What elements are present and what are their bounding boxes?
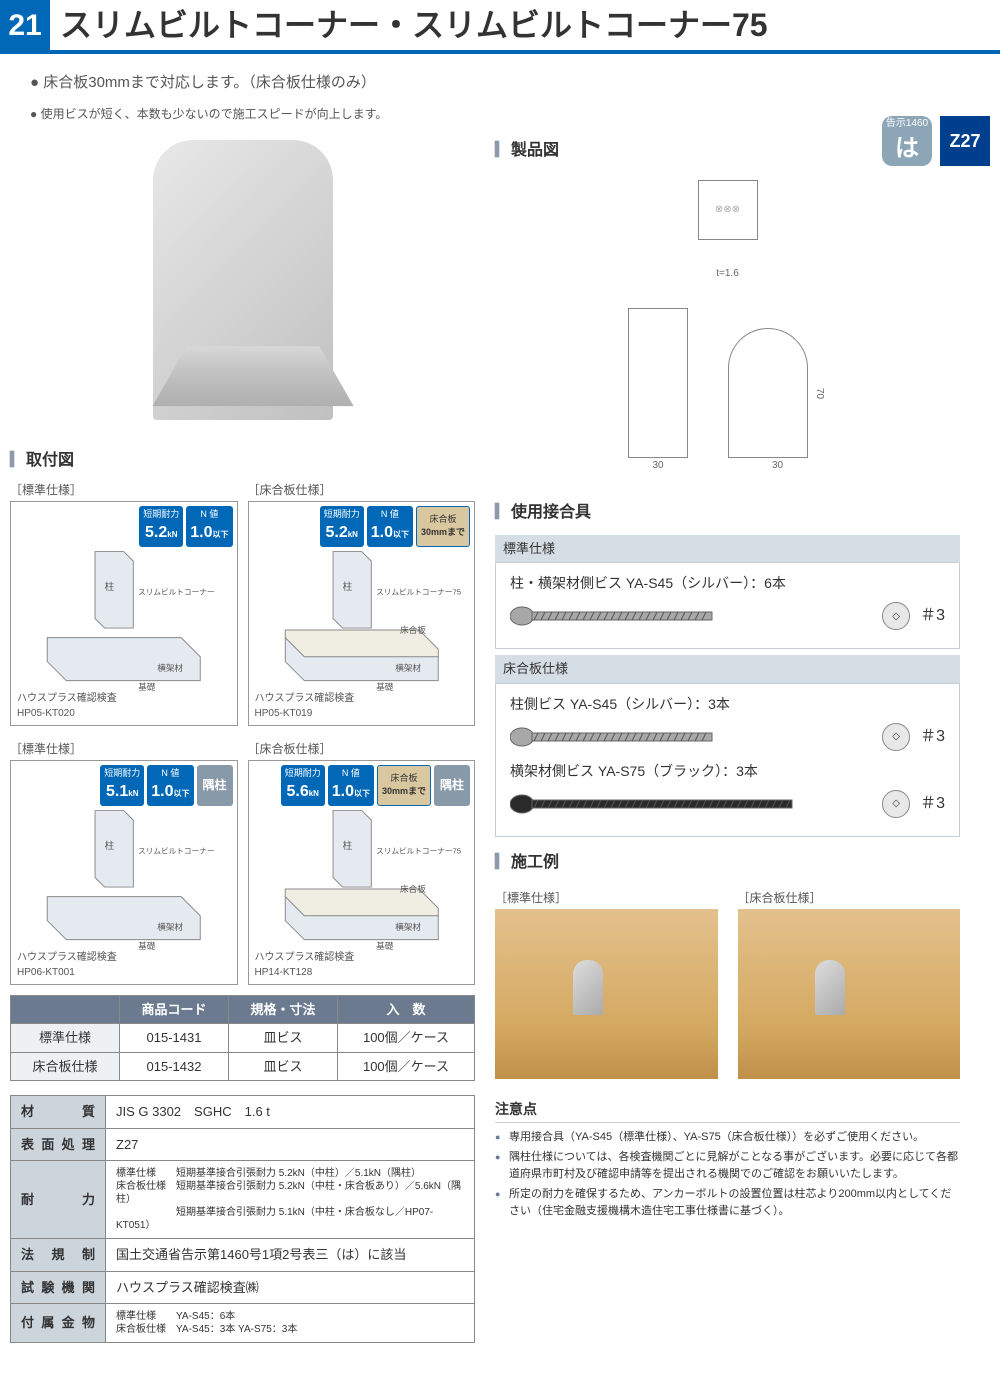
svg-text:柱: 柱 bbox=[105, 580, 115, 592]
spec-row: 付属金物標準仕様 YA-S45：6本床合板仕様 YA-S45：3本 YA-S75… bbox=[11, 1304, 475, 1343]
product-photo bbox=[10, 125, 475, 435]
mounting-drawing: 短期耐力5.1kNN 値1.0以下隅柱柱スリムビルトコーナー横架材基礎ハウスプラ… bbox=[10, 760, 238, 985]
feature-1: ● 床合板30mmまで対応します。（床合板仕様のみ） bbox=[10, 64, 990, 97]
notes-list: 専用接合具（YA-S45（標準仕様）、YA-S75（床合板仕様））を必ずご使用く… bbox=[495, 1123, 960, 1220]
example-std-label: ［標準仕様］ bbox=[495, 889, 718, 907]
note-item: 所定の耐力を確保するため、アンカーボルトの設置位置は柱芯より200mm以内として… bbox=[495, 1186, 960, 1219]
mounting-drawing: 短期耐力5.2kNN 値1.0以下床合板30mmまで柱スリムビルトコーナー75床… bbox=[248, 501, 476, 726]
note-item: 専用接合具（YA-S45（標準仕様）、YA-S75（床合板仕様））を必ずご使用く… bbox=[495, 1129, 960, 1146]
header: 21 スリムビルトコーナー・スリムビルトコーナー75 bbox=[0, 0, 1000, 54]
svg-text:横架材: 横架材 bbox=[395, 921, 421, 932]
drawing-label: ［標準仕様］ bbox=[10, 740, 238, 758]
screw-std-drive: ＃3 bbox=[920, 604, 945, 628]
svg-text:床合板: 床合板 bbox=[400, 882, 426, 893]
svg-text:基礎: 基礎 bbox=[376, 681, 394, 692]
fastener-floor-box: 柱側ビス YA-S45（シルバー）：3本 ◇ ＃3 横架材側ビス YA-S75（… bbox=[495, 683, 960, 837]
spec-row: 耐 力標準仕様 短期基準接合引張耐力 5.2kN（中柱）／5.1kN（隅柱）床合… bbox=[11, 1161, 475, 1239]
dim-t: t=1.6 bbox=[716, 266, 739, 281]
svg-text:横架材: 横架材 bbox=[157, 662, 183, 673]
table-row: 床合板仕様015-1432皿ビス100個／ケース bbox=[11, 1052, 475, 1081]
svg-text:スリムビルトコーナー75: スリムビルトコーナー75 bbox=[376, 587, 461, 596]
drawing-label: ［標準仕様］ bbox=[10, 481, 238, 499]
svg-text:横架材: 横架材 bbox=[395, 662, 421, 673]
page-title: スリムビルトコーナー・スリムビルトコーナー75 bbox=[50, 1, 1000, 49]
svg-text:スリムビルトコーナー: スリムビルトコーナー bbox=[138, 587, 214, 596]
feature-2: ● 使用ビスが短く、本数も少ないので施工スピードが向上します。 bbox=[10, 97, 990, 125]
badge-notice: 告示1460 は bbox=[882, 116, 932, 166]
table-header: 商品コード bbox=[120, 995, 229, 1024]
fastener-floor-head: 床合板仕様 bbox=[495, 655, 960, 683]
screw-std-pre: 柱・横架材側ビス bbox=[510, 575, 626, 591]
section-example: 施工例 bbox=[495, 847, 960, 879]
table-row: 標準仕様015-1431皿ビス100個／ケース bbox=[11, 1024, 475, 1053]
table-header: 規格・寸法 bbox=[229, 995, 338, 1024]
badge-notice-top: 告示1460 bbox=[886, 116, 928, 131]
screw-std-drive-icon: ◇ bbox=[882, 602, 910, 630]
screw-f1-drive: ＃3 bbox=[920, 725, 945, 749]
svg-text:スリムビルトコーナー75: スリムビルトコーナー75 bbox=[376, 846, 461, 855]
mounting-drawing: 短期耐力5.2kNN 値1.0以下柱スリムビルトコーナー横架材基礎ハウスプラス確… bbox=[10, 501, 238, 726]
note-item: 隅柱仕様については、各検査機関ごとに見解がことなる事がございます。必要に応じて各… bbox=[495, 1149, 960, 1182]
badge-z27: Z27 bbox=[940, 116, 990, 166]
screw-f1-name: YA-S45（シルバー）：3本 bbox=[570, 696, 730, 712]
spec-row: 法 規 制国土交通省告示第1460号1項2号表三（は）に該当 bbox=[11, 1239, 475, 1272]
spec-table: 材 質JIS G 3302 SGHC 1.6 t表面処理Z27耐 力標準仕様 短… bbox=[10, 1095, 475, 1343]
svg-text:基礎: 基礎 bbox=[376, 940, 394, 951]
table-header bbox=[11, 995, 120, 1024]
screw-f2-drive-icon: ◇ bbox=[882, 790, 910, 818]
dim-w2: 30 bbox=[728, 458, 827, 473]
screw-f2-art bbox=[510, 792, 872, 816]
badges: 告示1460 は Z27 bbox=[882, 116, 990, 166]
fastener-std-head: 標準仕様 bbox=[495, 535, 960, 563]
example-floor-label: ［床合板仕様］ bbox=[738, 889, 961, 907]
screw-f1-art bbox=[510, 725, 872, 749]
mounting-drawing: 短期耐力5.6kNN 値1.0以下床合板30mmまで隅柱柱スリムビルトコーナー7… bbox=[248, 760, 476, 985]
section-mount: 取付図 bbox=[10, 445, 475, 477]
drawing-label: ［床合板仕様］ bbox=[248, 740, 476, 758]
page-number: 21 bbox=[0, 0, 50, 50]
svg-text:横架材: 横架材 bbox=[157, 921, 183, 932]
fastener-std-box: 柱・横架材側ビス YA-S45（シルバー）：6本 ◇ ＃3 bbox=[495, 562, 960, 649]
screw-std-name: YA-S45（シルバー）：6本 bbox=[626, 575, 786, 591]
spec-row: 表面処理Z27 bbox=[11, 1128, 475, 1161]
example-floor-img bbox=[738, 909, 961, 1079]
drawing-label: ［床合板仕様］ bbox=[248, 481, 476, 499]
spec-row: 材 質JIS G 3302 SGHC 1.6 t bbox=[11, 1096, 475, 1129]
svg-text:基礎: 基礎 bbox=[138, 681, 156, 692]
technical-drawing: ⊗⊗⊗ t=1.6 30 70 30 bbox=[495, 167, 960, 487]
screw-f1-pre: 柱側ビス bbox=[510, 696, 570, 712]
dim-h: 70 bbox=[812, 388, 827, 399]
screw-f2-pre: 横架材側ビス bbox=[510, 763, 598, 779]
svg-text:基礎: 基礎 bbox=[138, 940, 156, 951]
svg-text:スリムビルトコーナー: スリムビルトコーナー bbox=[138, 846, 214, 855]
example-std-img bbox=[495, 909, 718, 1079]
svg-text:床合板: 床合板 bbox=[400, 623, 426, 634]
table-header: 入 数 bbox=[338, 995, 475, 1024]
badge-notice-ha: は bbox=[895, 131, 919, 167]
screw-f1-drive-icon: ◇ bbox=[882, 723, 910, 751]
spec-row: 試験機関ハウスプラス確認検査㈱ bbox=[11, 1271, 475, 1304]
svg-text:柱: 柱 bbox=[105, 839, 115, 851]
svg-text:柱: 柱 bbox=[342, 839, 352, 851]
section-fastener: 使用接合具 bbox=[495, 497, 960, 529]
dim-w1: 30 bbox=[628, 458, 688, 473]
screw-f2-name: YA-S75（ブラック）：3本 bbox=[598, 763, 758, 779]
notes-head: 注意点 bbox=[495, 1099, 960, 1123]
screw-f2-drive: ＃3 bbox=[920, 792, 945, 816]
svg-text:柱: 柱 bbox=[342, 580, 352, 592]
screw-std-art bbox=[510, 604, 872, 628]
product-table: 商品コード規格・寸法入 数 標準仕様015-1431皿ビス100個／ケース床合板… bbox=[10, 995, 475, 1082]
